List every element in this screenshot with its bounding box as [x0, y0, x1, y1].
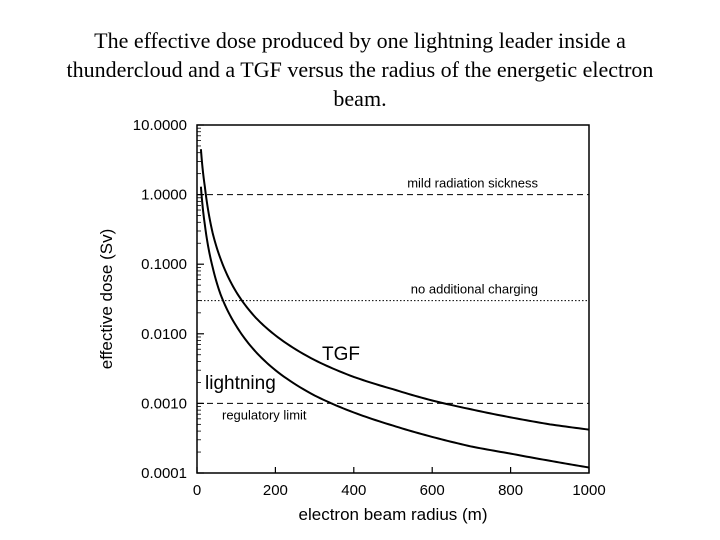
- series-label-lightning: lightning: [205, 373, 276, 394]
- series-line-tgf: [199, 149, 590, 431]
- y-tick-label: 1.0000: [141, 187, 187, 204]
- x-tick-label: 0: [193, 482, 201, 499]
- reference-line-label: mild radiation sickness: [407, 176, 538, 191]
- y-tick-label: 10.0000: [133, 117, 187, 134]
- y-axis-title: effective dose (Sv): [97, 229, 116, 369]
- chart-title: The effective dose produced by one light…: [66, 28, 654, 111]
- x-tick-label: 1000: [572, 482, 605, 499]
- series-label-tgf: TGF: [322, 344, 360, 365]
- x-tick-label: 800: [498, 482, 523, 499]
- y-tick-label: 0.0010: [141, 395, 187, 412]
- series-line-lightning: [199, 186, 590, 469]
- x-axis-title: electron beam radius (m): [299, 505, 488, 524]
- x-tick-label: 600: [420, 482, 445, 499]
- reference-line-label: regulatory limit: [222, 407, 307, 422]
- plot-frame: [196, 124, 590, 474]
- y-tick-label: 0.1000: [141, 256, 187, 273]
- x-tick-label: 200: [263, 482, 288, 499]
- y-tick-label: 0.0100: [141, 326, 187, 343]
- reference-line-label: no additional charging: [411, 282, 538, 297]
- y-tick-label: 0.0001: [141, 465, 187, 482]
- x-tick-label: 400: [341, 482, 366, 499]
